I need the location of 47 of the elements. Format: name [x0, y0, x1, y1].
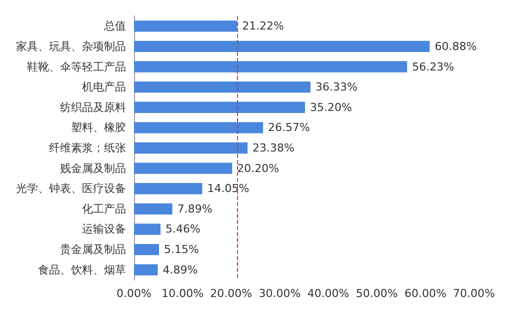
x-tick-label: 20.00%	[210, 287, 252, 300]
bar	[134, 264, 158, 276]
y-tick-label: 食品、饮料、烟草	[38, 263, 126, 276]
y-tick-label: 运输设备	[82, 222, 126, 236]
x-tick-label: 40.00%	[307, 287, 350, 300]
bar	[134, 20, 238, 32]
x-tick-label: 0.00%	[116, 287, 152, 300]
data-label: 4.89%	[162, 263, 198, 276]
bar	[134, 81, 310, 93]
y-tick-label: 纤维素浆；纸张	[49, 142, 126, 154]
bar	[134, 102, 305, 113]
x-tick-label: 50.00%	[356, 287, 398, 300]
bar	[134, 162, 232, 174]
bar	[134, 122, 264, 134]
data-label: 14.05%	[207, 182, 250, 196]
y-tick-label: 总值	[103, 20, 126, 33]
y-tick-label: 贱金属及制品	[60, 162, 126, 175]
bar	[134, 61, 408, 72]
y-tick-label: 贵金属及制品	[60, 243, 126, 256]
data-label: 23.38%	[252, 142, 295, 154]
y-tick-label: 纺织品及原料	[60, 100, 126, 114]
y-tick-label: 化工产品	[82, 202, 126, 216]
x-tick-label: 60.00%	[404, 287, 446, 300]
y-tick-label: 鞋靴、伞等轻工产品	[27, 60, 126, 74]
x-tick-label: 10.00%	[162, 287, 204, 300]
bar	[134, 40, 430, 52]
x-tick-label: 30.00%	[258, 287, 301, 300]
data-label: 26.57%	[268, 121, 310, 134]
data-label: 5.15%	[164, 243, 199, 256]
bar	[134, 203, 172, 215]
data-label: 36.33%	[315, 80, 358, 94]
bar	[134, 183, 202, 194]
y-tick-label: 塑料、橡胶	[71, 121, 126, 134]
bar	[134, 244, 160, 256]
data-label: 20.20%	[237, 162, 280, 175]
bar	[134, 142, 248, 154]
x-tick-label: 70.00%	[453, 287, 495, 300]
y-tick-label: 机电产品	[82, 80, 126, 94]
y-tick-label: 光学、钟表、医疗设备	[16, 182, 126, 196]
bar	[134, 224, 161, 235]
data-label: 7.89%	[177, 202, 212, 216]
data-label: 5.46%	[166, 222, 200, 236]
y-tick-label: 家具、玩具、杂项制品	[16, 40, 126, 53]
data-label: 60.88%	[434, 40, 477, 53]
data-label: 21.22%	[242, 20, 284, 33]
data-label: 35.20%	[310, 100, 352, 114]
data-label: 56.23%	[412, 60, 454, 74]
